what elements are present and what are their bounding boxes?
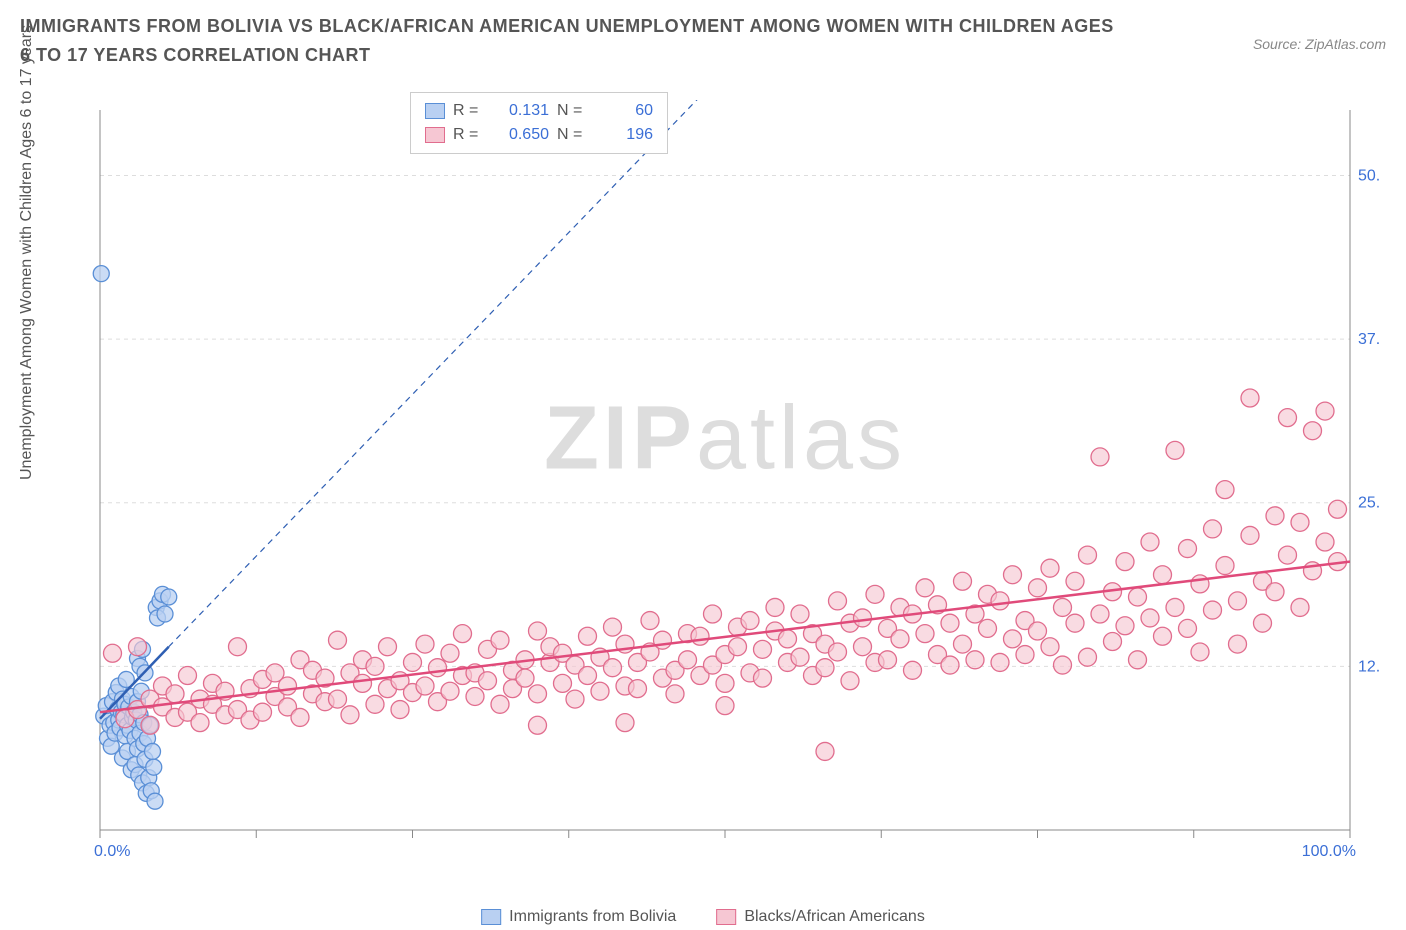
svg-text:0.0%: 0.0%: [94, 843, 130, 860]
svg-text:37.5%: 37.5%: [1358, 331, 1380, 348]
r-label: R =: [453, 126, 483, 144]
n-label: N =: [557, 102, 587, 120]
y-axis-label: Unemployment Among Women with Children A…: [18, 25, 36, 480]
r-value: 0.131: [491, 102, 549, 120]
source-attribution: Source: ZipAtlas.com: [1253, 36, 1386, 52]
chart-area: ZIPatlas 12.5%25.0%37.5%50.0%0.0%100.0%: [70, 100, 1380, 870]
n-value: 60: [595, 102, 653, 120]
stats-row: R = 0.131 N = 60: [425, 99, 653, 123]
series-legend: Immigrants from Bolivia Blacks/African Am…: [481, 908, 925, 926]
n-label: N =: [557, 126, 587, 144]
legend-swatch: [425, 127, 445, 143]
legend-label: Blacks/African Americans: [744, 908, 925, 926]
legend-swatch: [716, 909, 736, 925]
n-value: 196: [595, 126, 653, 144]
svg-text:12.5%: 12.5%: [1358, 658, 1380, 675]
scatter-chart: 12.5% 25.0% 37.5% 50.0% 0.0% 100.0%: [70, 100, 1380, 870]
svg-text:25.0%: 25.0%: [1358, 495, 1380, 512]
legend-swatch: [481, 909, 501, 925]
legend-label: Immigrants from Bolivia: [509, 908, 676, 926]
stats-legend: R = 0.131 N = 60 R = 0.650 N = 196: [410, 92, 668, 154]
svg-text:100.0%: 100.0%: [1302, 843, 1356, 860]
legend-item: Immigrants from Bolivia: [481, 908, 676, 926]
stats-row: R = 0.650 N = 196: [425, 123, 653, 147]
legend-item: Blacks/African Americans: [716, 908, 925, 926]
legend-swatch: [425, 103, 445, 119]
r-label: R =: [453, 102, 483, 120]
r-value: 0.650: [491, 126, 549, 144]
svg-text:50.0%: 50.0%: [1358, 167, 1380, 184]
chart-title: IMMIGRANTS FROM BOLIVIA VS BLACK/AFRICAN…: [20, 12, 1120, 70]
